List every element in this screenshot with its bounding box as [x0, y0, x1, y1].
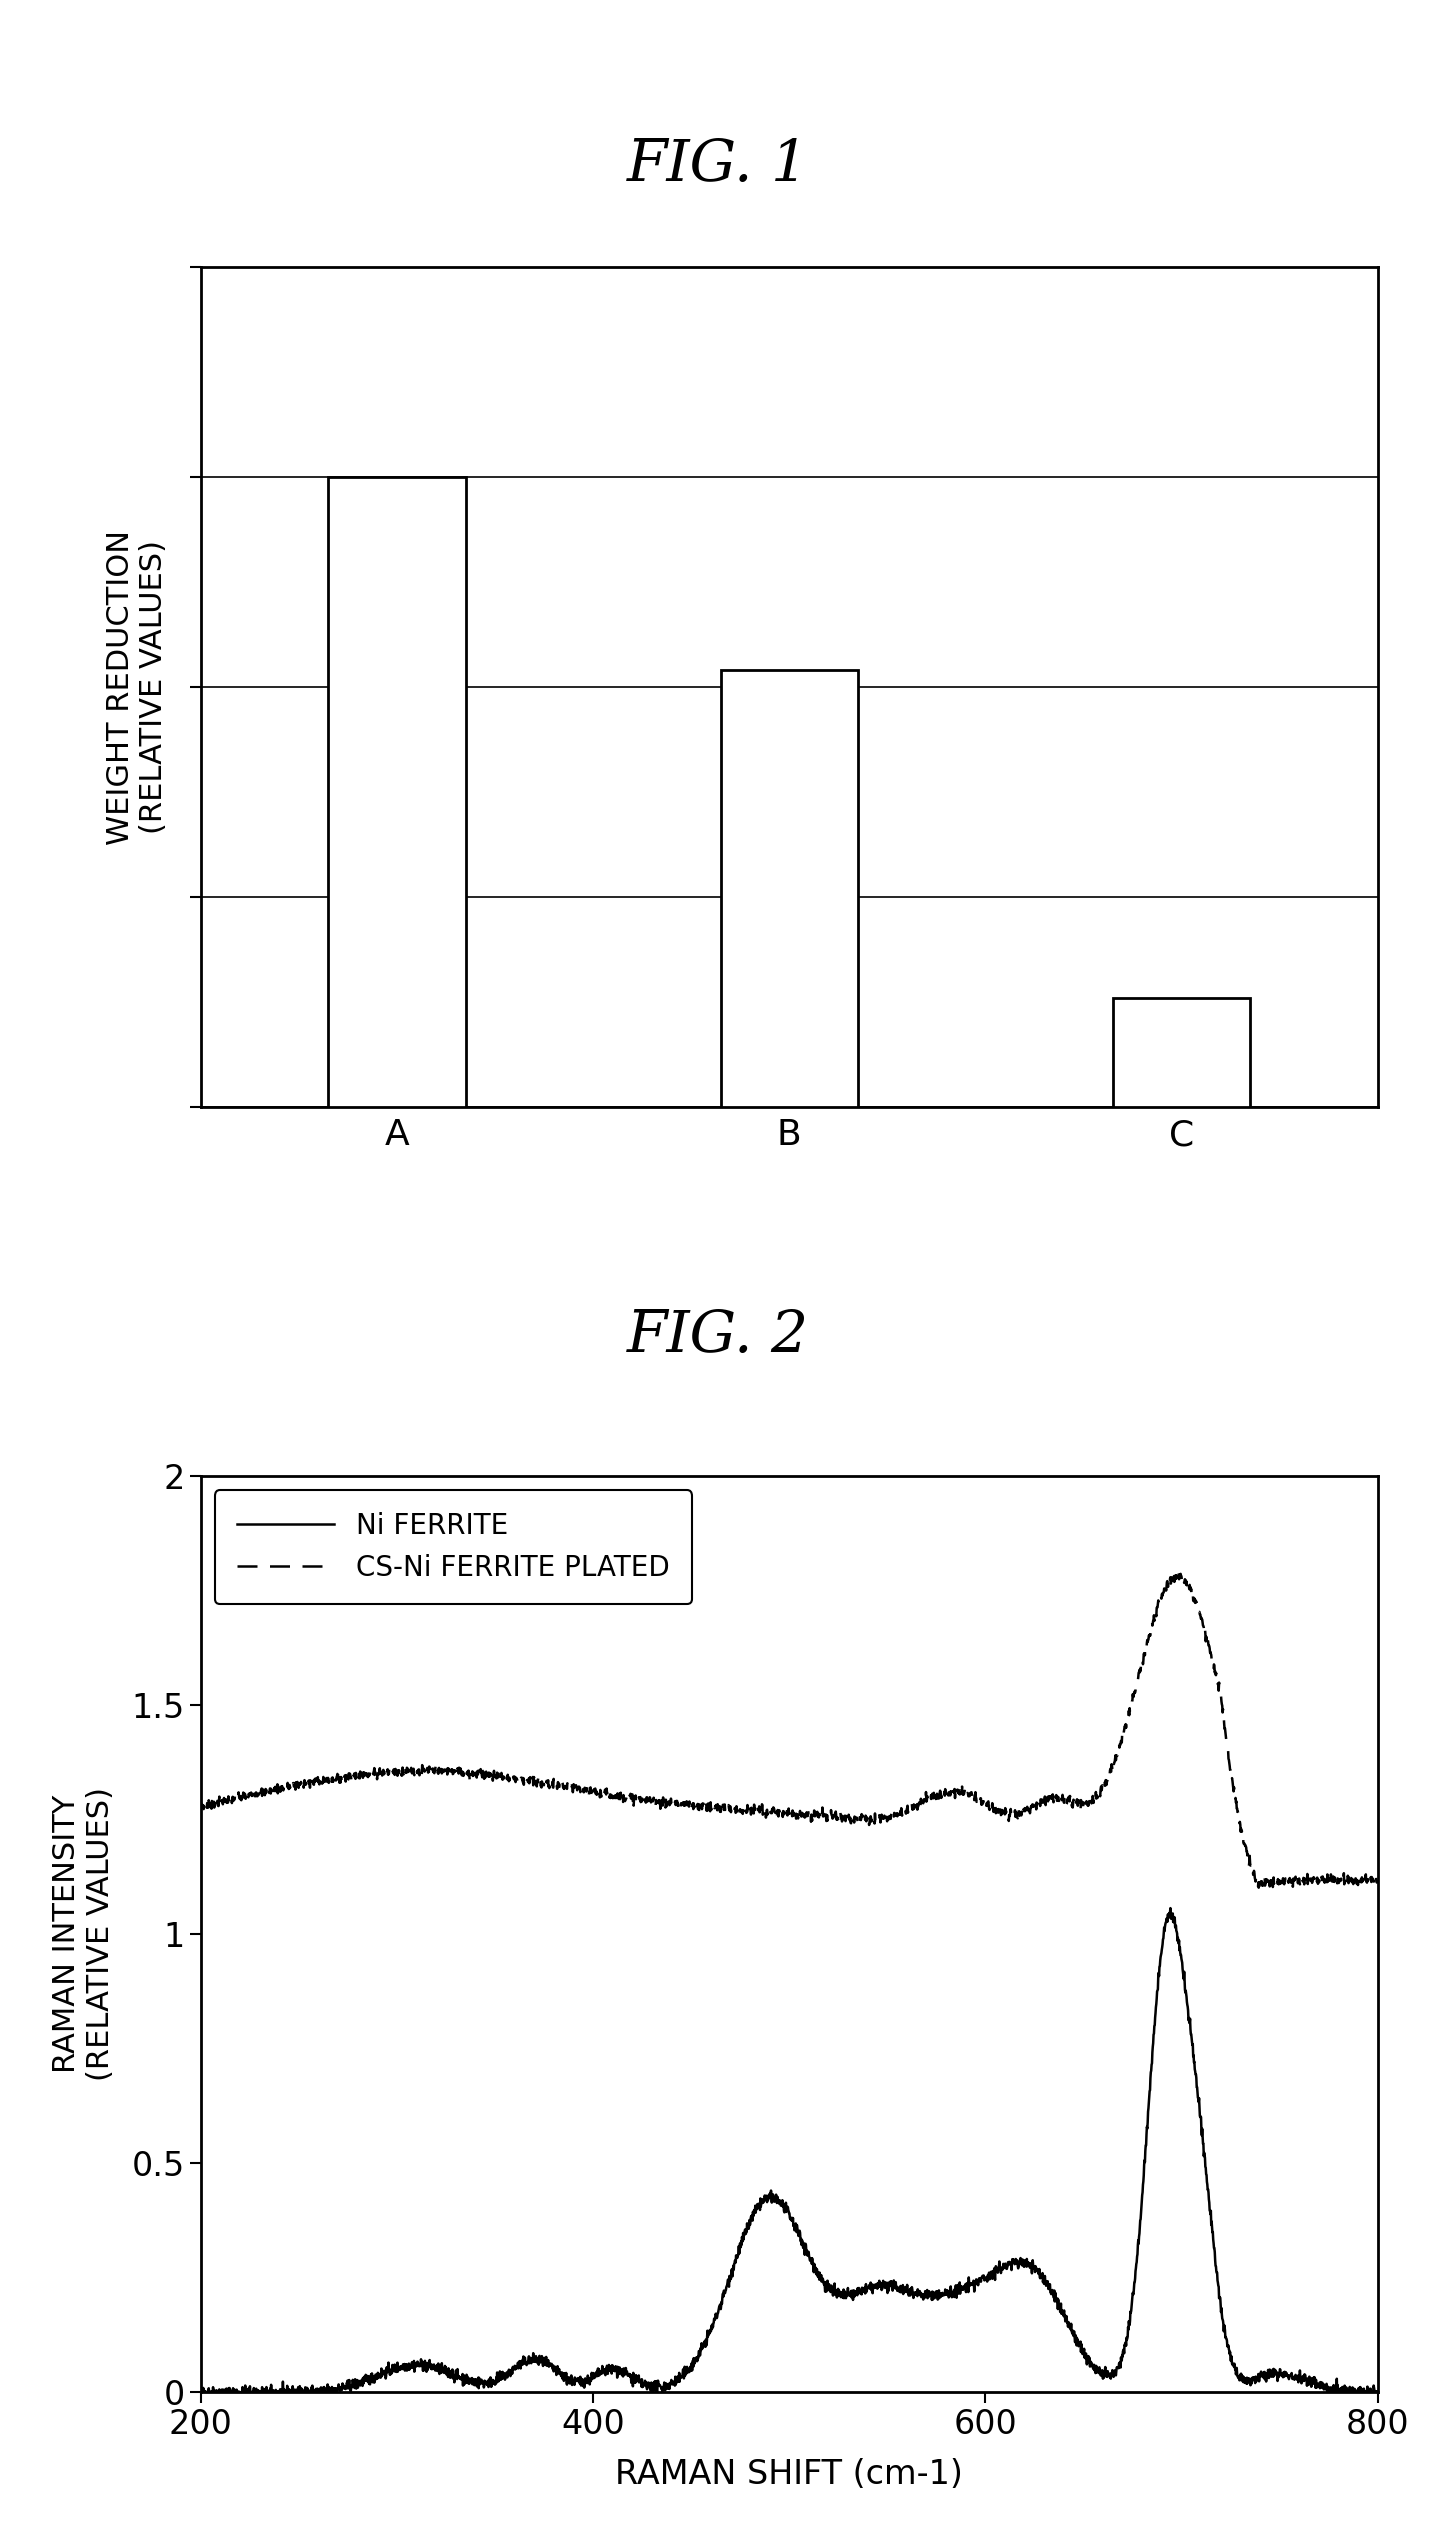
CS-Ni FERRITE PLATED	[1369, 1865, 1386, 1896]
CS-Ni FERRITE PLATED	[1346, 1863, 1363, 1893]
Ni FERRITE	[644, 2377, 662, 2408]
Ni FERRITE	[327, 2374, 344, 2405]
Text: FIG. 1: FIG. 1	[627, 137, 808, 193]
Ni FERRITE	[396, 2349, 413, 2380]
Ni FERRITE	[1220, 2331, 1237, 2362]
CS-Ni FERRITE PLATED	[695, 1789, 712, 1820]
Y-axis label: RAMAN INTENSITY
(RELATIVE VALUES): RAMAN INTENSITY (RELATIVE VALUES)	[53, 1787, 115, 2082]
Bar	[720, 669, 858, 1107]
Y-axis label: WEIGHT REDUCTION
(RELATIVE VALUES): WEIGHT REDUCTION (RELATIVE VALUES)	[106, 529, 168, 845]
CS-Ni FERRITE PLATED	[327, 1766, 344, 1797]
CS-Ni FERRITE PLATED	[1220, 1736, 1237, 1766]
Line: Ni FERRITE: Ni FERRITE	[201, 1909, 1378, 2392]
Bar	[329, 478, 465, 1107]
CS-Ni FERRITE PLATED	[1251, 1878, 1269, 1909]
CS-Ni FERRITE PLATED	[1170, 1555, 1187, 1586]
Ni FERRITE	[192, 2377, 210, 2408]
X-axis label: RAMAN SHIFT (cm-1): RAMAN SHIFT (cm-1)	[616, 2458, 963, 2492]
Ni FERRITE	[695, 2331, 712, 2362]
Text: FIG. 2: FIG. 2	[627, 1308, 808, 1364]
Line: CS-Ni FERRITE PLATED: CS-Ni FERRITE PLATED	[201, 1570, 1378, 1893]
CS-Ni FERRITE PLATED	[643, 1784, 660, 1815]
Ni FERRITE	[1346, 2374, 1363, 2405]
Ni FERRITE	[192, 2374, 210, 2405]
CS-Ni FERRITE PLATED	[192, 1787, 210, 1817]
Legend: Ni FERRITE, CS-Ni FERRITE PLATED: Ni FERRITE, CS-Ni FERRITE PLATED	[215, 1489, 693, 1603]
Bar	[1112, 998, 1250, 1107]
Ni FERRITE	[1369, 2377, 1386, 2408]
CS-Ni FERRITE PLATED	[396, 1759, 413, 1789]
Ni FERRITE	[1162, 1893, 1180, 1924]
